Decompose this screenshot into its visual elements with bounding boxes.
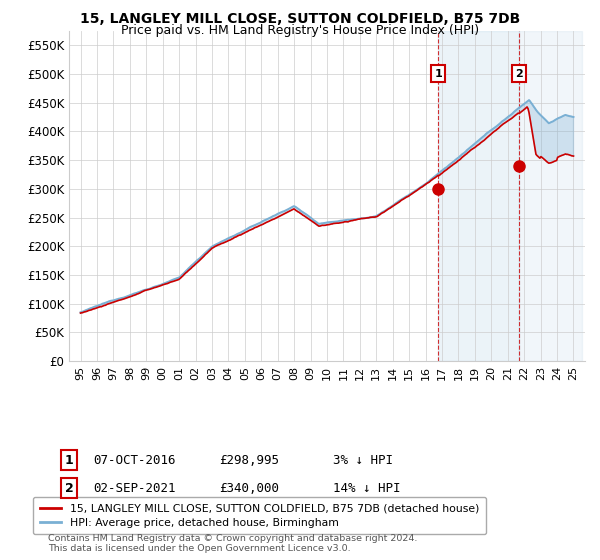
Text: £298,995: £298,995	[219, 454, 279, 467]
Text: 3% ↓ HPI: 3% ↓ HPI	[333, 454, 393, 467]
Text: 14% ↓ HPI: 14% ↓ HPI	[333, 482, 401, 495]
Text: Price paid vs. HM Land Registry's House Price Index (HPI): Price paid vs. HM Land Registry's House …	[121, 24, 479, 36]
Text: 1: 1	[434, 69, 442, 79]
Text: 02-SEP-2021: 02-SEP-2021	[93, 482, 176, 495]
Legend: 15, LANGLEY MILL CLOSE, SUTTON COLDFIELD, B75 7DB (detached house), HPI: Average: 15, LANGLEY MILL CLOSE, SUTTON COLDFIELD…	[33, 497, 486, 534]
Text: 15, LANGLEY MILL CLOSE, SUTTON COLDFIELD, B75 7DB: 15, LANGLEY MILL CLOSE, SUTTON COLDFIELD…	[80, 12, 520, 26]
Text: 2: 2	[65, 482, 73, 495]
Text: 07-OCT-2016: 07-OCT-2016	[93, 454, 176, 467]
Bar	[438, 31, 519, 361]
Bar	[519, 31, 582, 361]
Text: £340,000: £340,000	[219, 482, 279, 495]
Text: 2: 2	[515, 69, 523, 79]
Text: Contains HM Land Registry data © Crown copyright and database right 2024.
This d: Contains HM Land Registry data © Crown c…	[48, 534, 418, 553]
Text: 1: 1	[65, 454, 73, 467]
